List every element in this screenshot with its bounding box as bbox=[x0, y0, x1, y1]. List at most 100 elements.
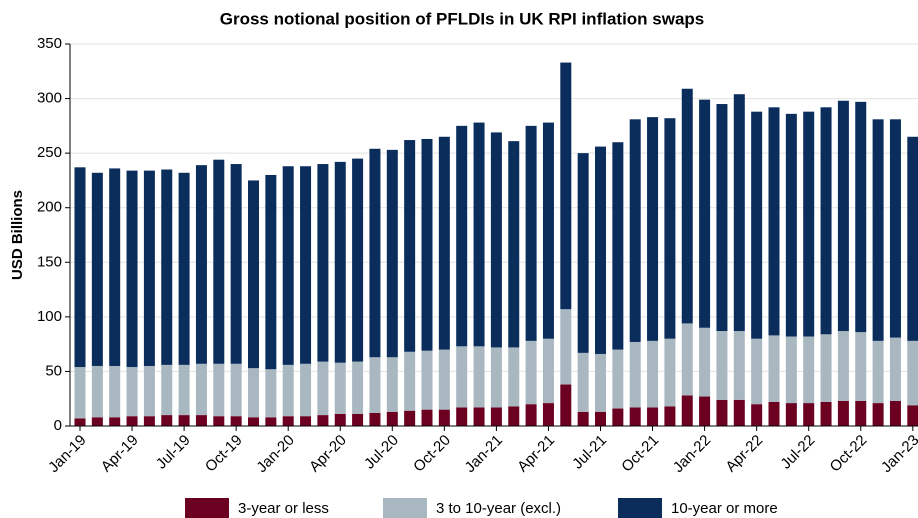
bar-segment bbox=[213, 363, 225, 417]
bar-segment bbox=[612, 142, 624, 350]
x-tick-label: Jan-20 bbox=[253, 432, 297, 476]
bar-segment bbox=[143, 170, 155, 366]
bar-segment bbox=[300, 416, 312, 426]
bar-segment bbox=[490, 407, 502, 426]
bar-segment bbox=[525, 404, 537, 426]
legend-swatch bbox=[618, 498, 662, 518]
bar-segment bbox=[699, 396, 711, 426]
bar-segment bbox=[265, 369, 277, 418]
bar-segment bbox=[595, 146, 606, 354]
y-tick-label: 0 bbox=[54, 417, 62, 434]
bar-segment bbox=[560, 309, 572, 385]
bar-segment bbox=[213, 416, 225, 426]
x-tick-label: Jan-22 bbox=[670, 432, 714, 476]
x-tick-label: Jan-23 bbox=[878, 432, 918, 476]
bar-segment bbox=[855, 400, 867, 426]
bar-segment bbox=[161, 415, 173, 426]
bar-segment bbox=[161, 169, 173, 365]
bar-segment bbox=[300, 363, 312, 417]
bar-segment bbox=[664, 338, 676, 407]
bar-segment bbox=[716, 104, 728, 332]
y-tick-label: 300 bbox=[37, 90, 62, 107]
bar-segment bbox=[334, 362, 346, 414]
bar-segment bbox=[456, 125, 468, 347]
bar-segment bbox=[907, 136, 918, 341]
bar-segment bbox=[143, 365, 155, 417]
y-tick-label: 200 bbox=[37, 199, 62, 216]
bar-segment bbox=[803, 336, 815, 404]
bar-segment bbox=[300, 166, 312, 364]
bar-segment bbox=[508, 347, 520, 407]
bar-segment bbox=[820, 334, 832, 402]
bar-segment bbox=[664, 118, 676, 339]
bar-segment bbox=[803, 111, 815, 337]
bar-segment bbox=[404, 351, 416, 411]
bar-segment bbox=[438, 409, 450, 426]
bar-segment bbox=[161, 364, 173, 416]
bar-segment bbox=[473, 122, 485, 347]
bar-segment bbox=[716, 399, 728, 426]
bar-segment bbox=[143, 416, 155, 426]
bar-segment bbox=[404, 410, 416, 426]
y-axis-label: USD Billions bbox=[9, 190, 26, 280]
bar-segment bbox=[699, 327, 711, 397]
bar-segment bbox=[837, 400, 849, 426]
bar-segment bbox=[126, 416, 138, 426]
bar-segment bbox=[317, 164, 329, 362]
bar-segment bbox=[334, 413, 346, 426]
legend-swatch bbox=[383, 498, 427, 518]
bar-segment bbox=[889, 337, 901, 401]
x-tick-label: Oct-19 bbox=[202, 432, 246, 476]
bar-segment bbox=[577, 352, 589, 412]
bar-segment bbox=[907, 340, 918, 406]
bar-segment bbox=[872, 119, 884, 341]
bar-segment bbox=[768, 335, 780, 402]
bar-segment bbox=[837, 331, 849, 401]
bar-segment bbox=[768, 401, 780, 426]
bar-segment bbox=[889, 119, 901, 338]
bar-segment bbox=[872, 403, 884, 426]
bar-segment bbox=[751, 338, 763, 405]
bar-segment bbox=[560, 62, 572, 310]
bar-segment bbox=[317, 415, 329, 426]
bar-segment bbox=[352, 158, 364, 362]
y-tick-label: 50 bbox=[45, 362, 62, 379]
bar-segment bbox=[820, 401, 832, 426]
bar-segment bbox=[74, 167, 86, 368]
x-tick-label: Apr-22 bbox=[722, 432, 766, 476]
bar-segment bbox=[352, 413, 364, 426]
bar-segment bbox=[595, 353, 606, 412]
x-tick-label: Jul-20 bbox=[361, 432, 402, 473]
bar-segment bbox=[837, 100, 849, 332]
x-tick-label: Oct-20 bbox=[410, 432, 454, 476]
x-tick-label: Oct-22 bbox=[827, 432, 871, 476]
bar-segment bbox=[386, 149, 398, 358]
bar-segment bbox=[369, 357, 381, 413]
bar-segment bbox=[213, 159, 225, 364]
bar-segment bbox=[438, 136, 450, 350]
x-tick-label: Jul-19 bbox=[153, 432, 194, 473]
bar-segment bbox=[525, 125, 537, 341]
bar-segment bbox=[334, 161, 346, 363]
bar-segment bbox=[785, 113, 797, 337]
bar-segment bbox=[248, 417, 259, 426]
x-tick-label: Apr-20 bbox=[306, 432, 350, 476]
bar-segment bbox=[751, 111, 763, 339]
bar-segment bbox=[716, 331, 728, 400]
bar-segment bbox=[855, 101, 867, 333]
bar-segment bbox=[109, 365, 121, 418]
bar-segment bbox=[577, 153, 589, 353]
bar-segment bbox=[456, 407, 468, 426]
bar-segment bbox=[369, 148, 381, 358]
bar-segment bbox=[647, 407, 659, 426]
bar-segment bbox=[664, 406, 676, 426]
bar-segment bbox=[490, 347, 502, 408]
bar-segment bbox=[248, 368, 259, 418]
bar-segment bbox=[386, 411, 398, 426]
bar-segment bbox=[595, 411, 606, 426]
legend-label: 10-year or more bbox=[671, 500, 778, 517]
bar-segment bbox=[473, 346, 485, 408]
bar-segment bbox=[421, 409, 433, 426]
bar-segment bbox=[265, 417, 277, 426]
